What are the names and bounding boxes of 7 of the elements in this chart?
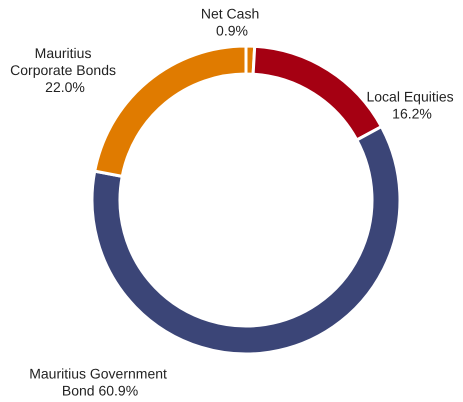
data-label: 16.2% bbox=[392, 106, 432, 122]
slice-label: Mauritius Corporate Bonds bbox=[10, 45, 120, 78]
slice-label: Net Cash bbox=[200, 6, 264, 22]
slice-label: Local Equities bbox=[366, 88, 458, 104]
data-label: 22.0% bbox=[45, 79, 85, 95]
data-label: 0.9% bbox=[216, 22, 248, 38]
slice-label: Mauritius Government Bond 60.9% bbox=[29, 366, 171, 398]
